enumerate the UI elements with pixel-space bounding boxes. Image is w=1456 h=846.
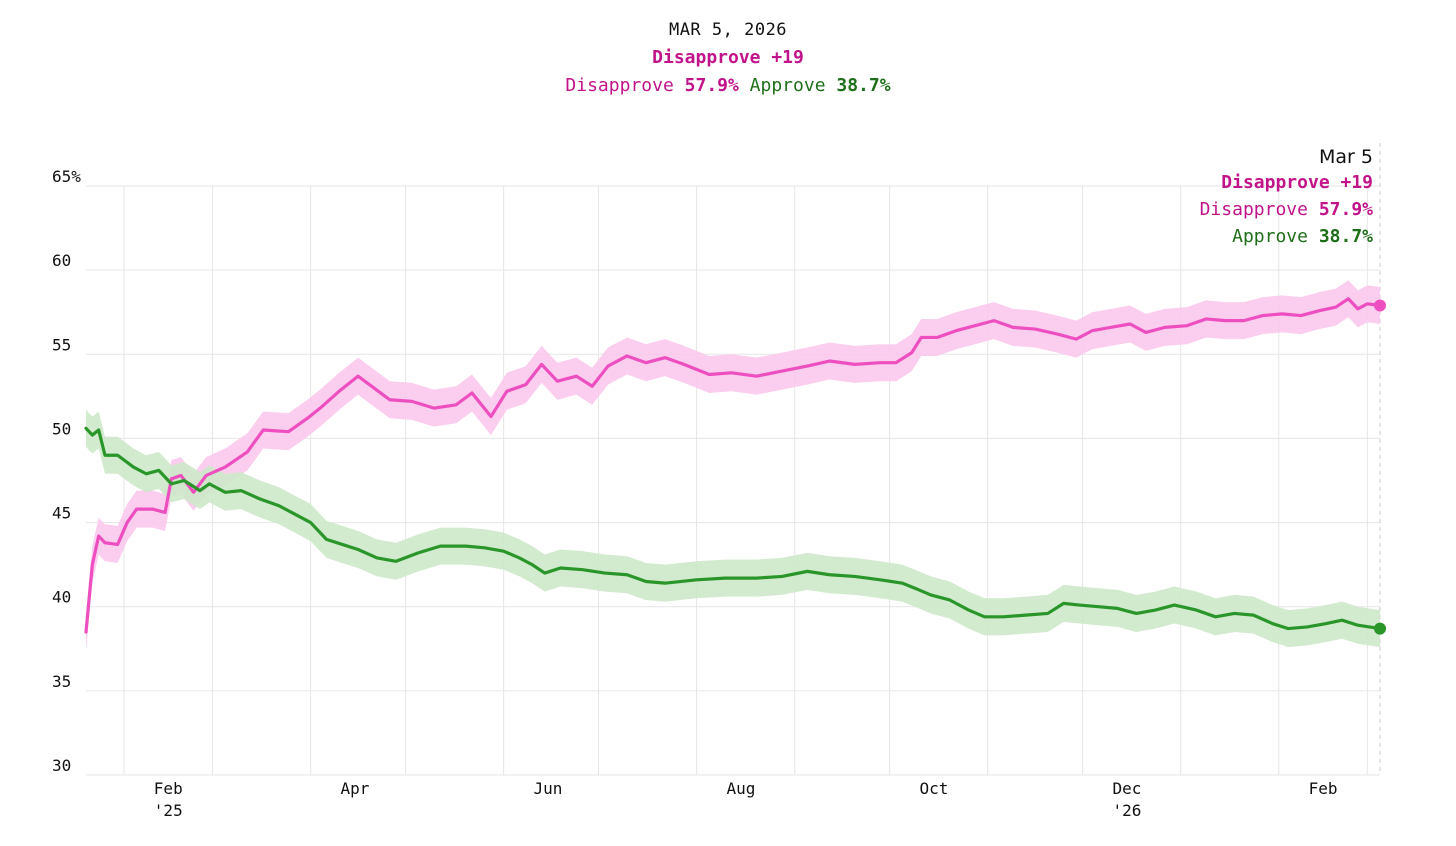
- approve-band: [86, 409, 1380, 648]
- tooltip-net-margin: Disapprove +19: [1221, 172, 1373, 193]
- y-tick-label: 65%: [52, 167, 81, 186]
- y-tick-label: 30: [52, 756, 71, 775]
- tooltip-disapprove-value: 57.9%: [1318, 199, 1373, 220]
- disapprove-line: [84, 297, 1382, 634]
- header-disapprove-label: Disapprove: [565, 75, 674, 96]
- approve-endpoint-dot: [1374, 622, 1386, 635]
- tooltip-disapprove: Disapprove 57.9%: [1200, 199, 1373, 220]
- disapprove-endpoint-dot: [1374, 299, 1386, 312]
- y-tick-label: 45: [52, 504, 71, 523]
- y-tick-label: 50: [52, 419, 71, 438]
- header-approve-value: 38.7%: [836, 75, 891, 96]
- x-tick-label: Aug: [726, 779, 755, 798]
- header-approve-label: Approve: [749, 75, 826, 96]
- y-tick-label: 35: [52, 672, 71, 691]
- y-tick-label: 60: [52, 251, 71, 270]
- x-tick-year-label: '26: [1112, 801, 1141, 820]
- x-tick-label: Feb: [1309, 779, 1338, 798]
- tooltip-date: Mar 5: [1319, 146, 1373, 168]
- header-disapprove-value: 57.9%: [684, 75, 739, 96]
- header-date: MAR 5, 2026: [668, 20, 788, 40]
- tooltip-approve: Approve 38.7%: [1232, 226, 1373, 247]
- header-net-margin: Disapprove +19: [652, 47, 804, 68]
- x-tick-label: Oct: [919, 779, 948, 798]
- approve-line: [84, 426, 1382, 631]
- x-tick-label: Apr: [340, 779, 369, 798]
- y-tick-label: 55: [52, 335, 71, 354]
- y-tick-label: 40: [52, 588, 71, 607]
- tooltip-approve-value: 38.7%: [1318, 226, 1373, 247]
- x-tick-label: Dec: [1112, 779, 1141, 798]
- x-tick-label: Feb: [154, 779, 183, 798]
- x-tick-label: Jun: [533, 779, 562, 798]
- tooltip-approve-label: Approve: [1232, 226, 1308, 247]
- tooltip-disapprove-label: Disapprove: [1199, 199, 1308, 220]
- header-values: Disapprove 57.9% Approve 38.7%: [0, 75, 1456, 96]
- x-tick-year-label: '25: [154, 801, 183, 820]
